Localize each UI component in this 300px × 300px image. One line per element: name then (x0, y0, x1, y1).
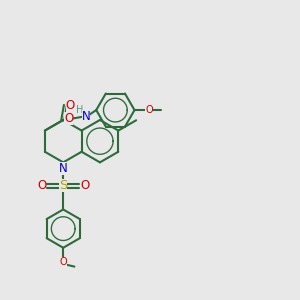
Text: O: O (59, 256, 67, 267)
Text: O: O (37, 179, 46, 192)
Text: O: O (80, 179, 89, 192)
Text: N: N (59, 162, 68, 175)
Text: H: H (76, 106, 84, 116)
Text: O: O (146, 105, 153, 115)
Text: O: O (64, 112, 73, 125)
Text: O: O (66, 99, 75, 112)
Text: S: S (59, 179, 68, 192)
Text: N: N (82, 110, 90, 123)
